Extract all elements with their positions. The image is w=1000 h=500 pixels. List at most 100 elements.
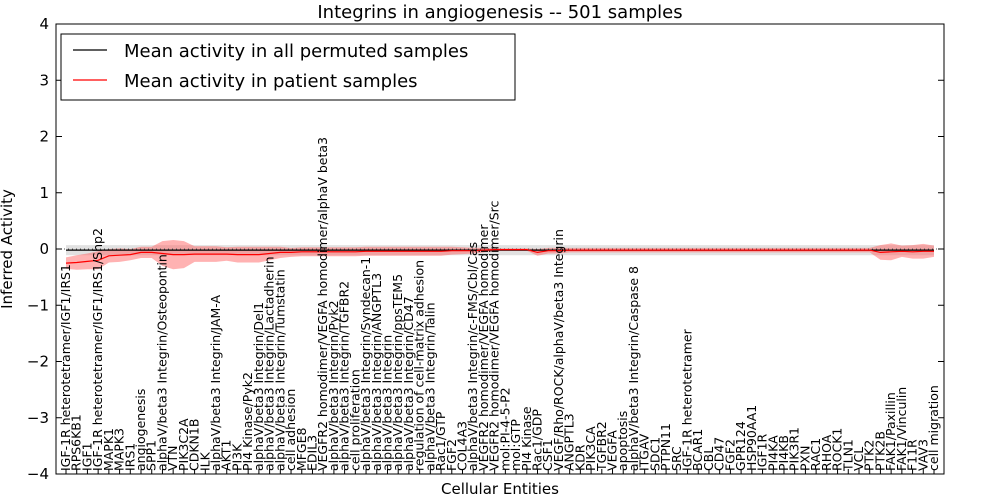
series-1-std-band [66, 240, 934, 270]
y-tick-label: −2 [27, 353, 49, 371]
x-category-label: MAPK3 [112, 428, 127, 471]
x-category-label: alphaV/beta3 Integrin/Caspase 8 [626, 266, 641, 471]
x-category-label: alphaV/beta3 Integrin/Syndecan-1 [358, 257, 373, 471]
x-category-label: MFGE8 [294, 427, 309, 471]
x-category-label: F11R [905, 439, 920, 471]
x-category-label: PI3K [230, 443, 245, 471]
x-category-label: CD47 [712, 437, 727, 471]
x-category-label: PIK3CA [583, 426, 598, 471]
x-category-label: RHOA [819, 434, 834, 471]
x-category-label: apoptosis [615, 411, 630, 471]
x-category-label: alphaV/beta3 Integrin/JAM-A [208, 295, 223, 471]
x-category-label: PIK3C2A [176, 418, 191, 471]
x-category-label: ITGAV [637, 433, 652, 471]
x-category-label: BCAR1 [690, 429, 705, 471]
x-category-label: AKT1 [219, 440, 234, 471]
x-category-label: MAPK1 [101, 428, 116, 471]
y-tick-label: −4 [27, 465, 49, 483]
x-category-label: COL4A3 [455, 421, 470, 471]
x-category-label: ANGPTL3 [562, 413, 577, 471]
x-category-label: PI4 Kinase [519, 406, 534, 471]
x-category-label: alphaV/beta3 Integrin/TGFBR2 [337, 281, 352, 471]
x-category-label: CSF1 [540, 439, 555, 471]
x-category-label: VEGF/Rho/ROCK/alphaV/beta3 Integrin [551, 229, 566, 471]
x-category-label: HSP90AA1 [744, 405, 759, 471]
legend-label-patient: Mean activity in patient samples [124, 71, 418, 92]
x-category-label: alphaV/beta3 Integrin/c-FMS/Cbl/Cas [465, 242, 480, 471]
x-category-label: alphaV/beta3 Integrin/ppsTEM5 [390, 274, 405, 471]
x-category-label: regulation of cell-matrix adhesion [412, 260, 427, 471]
legend: Mean activity in all permuted samples Me… [60, 33, 516, 101]
x-category-label: cell migration [926, 385, 941, 471]
x-category-label: SPP1 [144, 440, 159, 471]
x-category-label: alphaV/beta3 Integrin [380, 335, 395, 471]
x-category-labels-group: IGF-1R heterotetramer/IGF1/IRS1RPS6KB1IG… [58, 137, 941, 474]
series-1-mean-line [65, 249, 934, 264]
y-tick-label: −1 [27, 296, 49, 314]
x-category-label: IGF-1R heterotetramer/IGF1/IRS1 [58, 264, 73, 471]
x-category-label: PI4 Kinase/Pyk2 [240, 372, 255, 471]
x-category-label: SRC [669, 446, 684, 471]
y-tick-label: 4 [39, 15, 49, 33]
x-category-label: mol:GTP [508, 419, 523, 471]
x-category-label: PTK2 [862, 440, 877, 471]
y-tick-label: 3 [39, 71, 49, 89]
x-category-label: FGF2 [444, 439, 459, 471]
x-category-label: PI4KB [776, 435, 791, 471]
y-tick-label: 2 [39, 128, 49, 146]
x-category-label: PTK2B [872, 431, 887, 471]
x-category-label: PIK3R1 [787, 427, 802, 471]
x-category-label: Rac1/GDP [530, 409, 545, 471]
x-category-label: alphaV/beta3 Integrin/CD47 [401, 296, 416, 471]
x-category-label: Rac1/GTP [433, 411, 448, 471]
x-category-label: cell adhesion [283, 389, 298, 471]
x-category-label: ILK [197, 451, 212, 471]
x-category-label: PTPN11 [658, 423, 673, 471]
x-category-label: EDIL3 [305, 435, 320, 471]
lines-group [56, 248, 944, 264]
x-category-label: TGFBR2 [594, 421, 609, 472]
x-category-label: alphaV/beta3 Integrin/Osteopontin [154, 254, 169, 471]
x-category-label: KDR [572, 444, 587, 471]
y-tick-label: 1 [39, 184, 49, 202]
y-axis-label: Inferred Activity [0, 189, 16, 309]
x-category-label: FGF2 [722, 439, 737, 471]
x-category-label: GPR124 [733, 421, 748, 471]
legend-label-permuted: Mean activity in all permuted samples [124, 41, 468, 62]
x-category-label: VEGFR2 homodimer/VEGFA homodimer [476, 224, 491, 471]
x-category-label: VAV3 [915, 439, 930, 471]
x-category-label: alphaV/beta3 Integrin/Pyk2 [326, 300, 341, 471]
y-tick-label: 0 [39, 240, 49, 258]
x-category-label: alphaV/beta3 Integrin/Talin [422, 302, 437, 471]
x-category-label: IGF-1R heterotetramer [680, 328, 695, 471]
x-axis-label: Cellular Entities [441, 480, 559, 498]
x-category-label: alphaV/beta3 Integrin/Lactadherin [262, 256, 277, 471]
x-category-label: PXN [797, 446, 812, 471]
x-category-label: ROCK1 [830, 428, 845, 471]
x-category-label: IGF-1R heterotetramer/IGF1/IRS1/Shp2 [90, 228, 105, 471]
x-category-label: VEGFA [605, 430, 620, 471]
x-category-label: VEGFR2 homodimer/VEGFA homodimer/Src [487, 200, 502, 470]
y-ticks-group: −4 −3 −2 −1 0 1 2 3 4 [27, 15, 944, 483]
x-category-label: FAK1/Vinculin [894, 387, 909, 471]
x-category-label: SDC1 [647, 437, 662, 471]
chart-title: Integrins in angiogenesis -- 501 samples [317, 2, 682, 23]
x-category-label: CDKN1B [187, 419, 202, 471]
x-category-label: mol:PI-4-5-P2 [497, 387, 512, 471]
x-category-label: IGF1 [79, 442, 94, 471]
x-category-label: VCL [851, 447, 866, 471]
x-category-label: IGF1R [755, 433, 770, 471]
x-category-label: RAC1 [808, 438, 823, 471]
x-category-label: VTN [165, 445, 180, 471]
x-category-label: IRS1 [122, 443, 137, 471]
plot-frame [55, 23, 945, 475]
x-category-label: angiogenesis [133, 389, 148, 471]
x-category-label: cell proliferation [347, 369, 362, 471]
legend-box [60, 33, 516, 101]
x-category-label: VEGFR2 homodimer/VEGFA homodimer/alphaV … [315, 137, 330, 471]
x-category-label: FAK1/Paxillin [883, 392, 898, 471]
x-category-label: alphaV/beta3 Integrin/ANGPTL3 [369, 273, 384, 471]
y-tick-label: −3 [27, 409, 49, 427]
x-category-label: RPS6KB1 [69, 414, 84, 471]
